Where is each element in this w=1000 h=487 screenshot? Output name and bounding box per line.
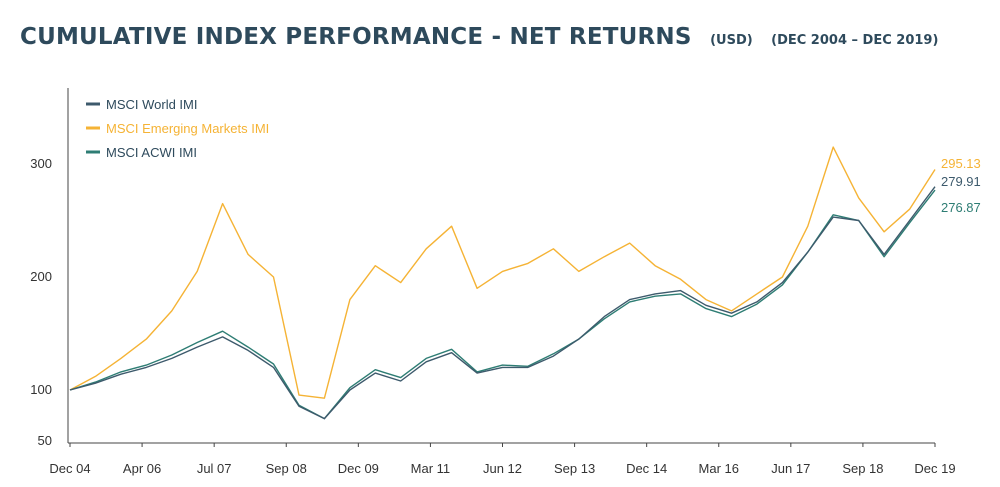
y-tick-label: 50 xyxy=(38,433,52,448)
y-tick-label: 100 xyxy=(30,382,52,397)
end-value-label: 279.91 xyxy=(941,174,981,189)
legend: MSCI World IMI MSCI Emerging Markets IMI M… xyxy=(86,97,269,160)
y-tick-label: 300 xyxy=(30,156,52,171)
x-tick-label: Jul 07 xyxy=(197,461,232,476)
x-tick-label: Mar 16 xyxy=(699,461,739,476)
x-tick-label: Dec 14 xyxy=(626,461,667,476)
chart-header: CUMULATIVE INDEX PERFORMANCE - NET RETUR… xyxy=(20,24,938,50)
x-tick-label: Mar 11 xyxy=(411,461,451,476)
x-tick-label: Jun 17 xyxy=(771,461,810,476)
end-value-label: 295.13 xyxy=(941,156,981,171)
series-line xyxy=(69,189,936,420)
x-tick-label: Apr 06 xyxy=(123,461,161,476)
end-value-labels: 279.91 295.13 276.87 xyxy=(941,156,981,215)
chart-title: CUMULATIVE INDEX PERFORMANCE - NET RETUR… xyxy=(20,24,692,50)
x-tick-label: Sep 08 xyxy=(266,461,307,476)
x-tick-label: Sep 13 xyxy=(554,461,595,476)
x-tick-labels: Dec 04 Apr 06 Jul 07 Sep 08 Dec 09 Mar 11 Jun … xyxy=(49,443,956,476)
currency-label: (USD) xyxy=(710,33,753,48)
x-tick-label: Dec 19 xyxy=(914,461,955,476)
x-tick-label: Dec 04 xyxy=(49,461,90,476)
y-tick-labels: 50 100 200 300 xyxy=(30,156,52,448)
legend-label: MSCI World IMI xyxy=(106,97,198,112)
x-tick-label: Dec 09 xyxy=(338,461,379,476)
legend-label: MSCI ACWI IMI xyxy=(106,145,197,160)
x-tick-label: Jun 12 xyxy=(483,461,522,476)
x-tick-label: Sep 18 xyxy=(842,461,883,476)
series-lines xyxy=(69,146,936,420)
legend-label: MSCI Emerging Markets IMI xyxy=(106,121,269,136)
series-line xyxy=(69,146,936,399)
series-line xyxy=(69,186,936,420)
end-value-label: 276.87 xyxy=(941,200,981,215)
y-tick-label: 200 xyxy=(30,269,52,284)
period-label: (DEC 2004 – DEC 2019) xyxy=(771,33,939,48)
